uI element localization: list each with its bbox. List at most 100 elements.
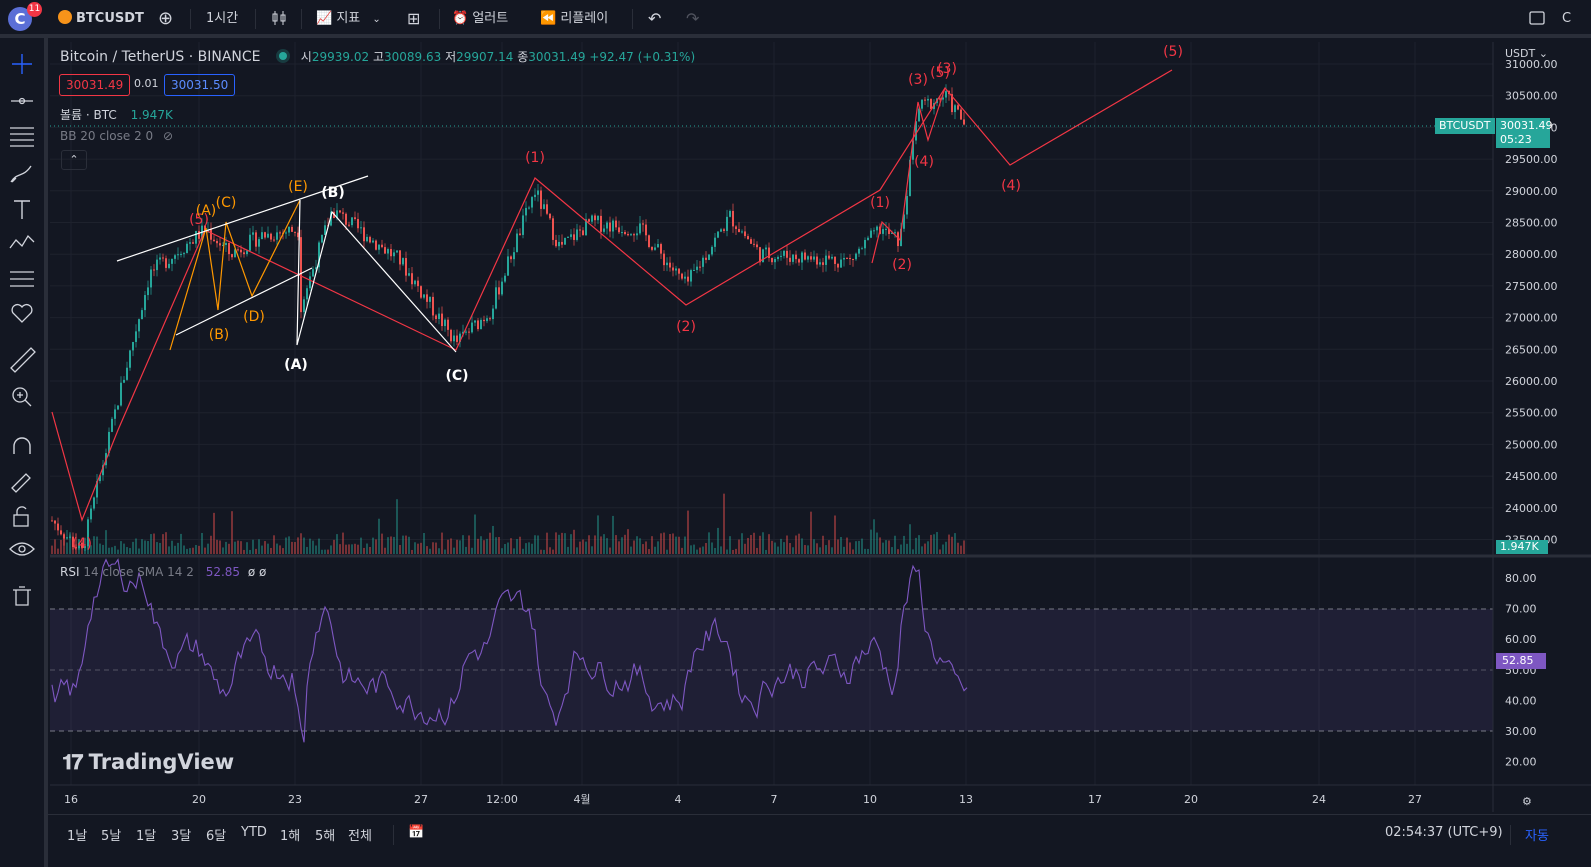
wave-label-orange[interactable]: (C): [216, 195, 237, 211]
compare-add-icon[interactable]: ⊕: [158, 8, 174, 29]
wave-label-red[interactable]: (4): [914, 154, 934, 170]
candle-body: [738, 229, 740, 233]
wave-label-red[interactable]: (5): [930, 65, 950, 81]
range-button[interactable]: 1해: [280, 829, 301, 844]
pattern-icon[interactable]: [9, 234, 35, 249]
forecast-icon[interactable]: [10, 271, 34, 287]
wave-label-red[interactable]: (4): [1001, 178, 1021, 194]
wave-label-red[interactable]: (4): [72, 536, 92, 552]
candle-body: [396, 250, 398, 253]
lock-icon[interactable]: [13, 506, 29, 527]
wave-label-red[interactable]: (5): [189, 212, 209, 228]
symbol-search[interactable]: BTCUSDT: [58, 9, 144, 29]
eye-icon[interactable]: [9, 542, 35, 556]
wave-label-white[interactable]: (A): [284, 357, 308, 373]
price-chart[interactable]: (4)(5)(1)(2)(1)(2)(3)(4)(5)(3)(4)(5)(A)(…: [48, 42, 1591, 812]
wave-label-red[interactable]: (1): [525, 150, 545, 166]
topbar-last-letter[interactable]: C: [1562, 11, 1572, 26]
wave-label-red[interactable]: (2): [892, 257, 912, 273]
indicators-button[interactable]: 📈 지표 ⌄: [316, 11, 381, 26]
volume-bar: [387, 537, 389, 554]
fullscreen-icon[interactable]: [1528, 9, 1546, 29]
candle-body: [867, 237, 869, 240]
magnet-icon[interactable]: [13, 437, 31, 454]
volume-bar: [480, 536, 482, 554]
zoom-in-icon[interactable]: [12, 387, 32, 407]
candle-body: [252, 232, 254, 235]
candle-body: [549, 213, 551, 219]
wave-label-red[interactable]: (3): [908, 72, 928, 88]
date-range-icon[interactable]: 📅: [408, 825, 425, 840]
chart-area[interactable]: (4) (5) (1) (2) (1) (2) (3) (4) (5) (3) (4) (5) (A)(…: [48, 42, 1591, 812]
volume-bar: [768, 534, 770, 554]
elliott-orange-triangle[interactable]: [169, 199, 301, 351]
range-button[interactable]: 1날: [67, 829, 88, 844]
range-button[interactable]: 3달: [171, 829, 192, 844]
candle-body: [690, 270, 692, 282]
triangle-upper-trendline[interactable]: [116, 175, 369, 262]
wave-label-red[interactable]: (1): [870, 195, 890, 211]
volume-bar: [753, 532, 755, 554]
wave-label-white[interactable]: (B): [321, 185, 344, 201]
wave-label-orange[interactable]: (E): [288, 179, 308, 195]
fib-lines-icon[interactable]: [10, 127, 34, 147]
bar-countdown: 05:23: [1500, 133, 1532, 146]
triangle-lower-trendline[interactable]: [175, 267, 313, 336]
volume-bar: [912, 549, 914, 554]
text-tool-icon[interactable]: [14, 200, 30, 219]
candle-body: [927, 98, 929, 101]
redo-icon[interactable]: ↷: [686, 9, 700, 28]
range-button[interactable]: 5해: [315, 829, 336, 844]
wave-label-red[interactable]: (2): [676, 319, 696, 335]
interval-selector[interactable]: 1시간: [206, 11, 239, 26]
range-button[interactable]: YTD: [241, 825, 267, 840]
alert-button[interactable]: ⏰ 얼러트: [452, 11, 509, 26]
auto-scale-button[interactable]: 자동: [1525, 829, 1549, 844]
candle-body: [645, 224, 647, 236]
candle-body: [810, 256, 812, 260]
wave-label-red[interactable]: (5): [1163, 44, 1183, 60]
ruler-icon[interactable]: [10, 347, 36, 373]
candle-body: [702, 257, 704, 267]
collapse-legend-button[interactable]: ⌃: [61, 150, 87, 170]
wave-label-white[interactable]: (C): [445, 368, 468, 384]
brush-icon[interactable]: [10, 165, 32, 183]
sell-price-button[interactable]: 30031.49: [59, 74, 131, 96]
volume-bar: [849, 542, 851, 554]
range-button[interactable]: 전체: [348, 829, 372, 844]
volume-bar: [837, 539, 839, 554]
candle-body: [291, 226, 293, 232]
volume-bar: [261, 545, 263, 554]
wave-label-orange[interactable]: (A): [196, 203, 217, 219]
range-button[interactable]: 5날: [101, 829, 122, 844]
symbol-title[interactable]: Bitcoin / TetherUS · BINANCE: [60, 49, 261, 65]
volume-bar: [147, 541, 149, 554]
undo-icon[interactable]: ↶: [648, 9, 662, 28]
wave-label-orange[interactable]: (D): [243, 309, 265, 325]
elliott-red-wave-lines[interactable]: [51, 69, 1173, 522]
wave-label-red[interactable]: (3): [937, 61, 957, 77]
hidden-eye-icon[interactable]: ⊘: [163, 129, 174, 143]
candle-body: [516, 233, 518, 253]
volume-bar: [522, 548, 524, 554]
pencil-lock-icon[interactable]: [11, 473, 31, 493]
layout-grid-icon[interactable]: ⊞: [407, 9, 421, 28]
candle-type-icon[interactable]: [270, 9, 288, 29]
range-button[interactable]: 6달: [206, 829, 227, 844]
gear-icon[interactable]: ⚙: [1522, 795, 1532, 808]
currency-selector[interactable]: USDT ⌄: [1505, 47, 1548, 60]
clock-display[interactable]: 02:54:37 (UTC+9): [1385, 825, 1503, 840]
candle-body: [435, 315, 437, 320]
trend-line-icon[interactable]: [11, 97, 33, 105]
elliott-red-subwave-lines[interactable]: [871, 87, 946, 264]
crosshair-icon[interactable]: [12, 54, 32, 74]
range-button[interactable]: 1달: [136, 829, 157, 844]
candle-body: [216, 240, 218, 244]
replay-button[interactable]: ⏪ 리플레이: [540, 11, 609, 26]
volume-bar: [240, 541, 242, 554]
wave-label-orange[interactable]: (B): [209, 327, 230, 343]
trash-icon[interactable]: [13, 586, 31, 606]
heart-icon[interactable]: [11, 303, 33, 323]
elliott-white-abc[interactable]: [296, 199, 457, 353]
buy-price-button[interactable]: 30031.50: [164, 74, 236, 96]
